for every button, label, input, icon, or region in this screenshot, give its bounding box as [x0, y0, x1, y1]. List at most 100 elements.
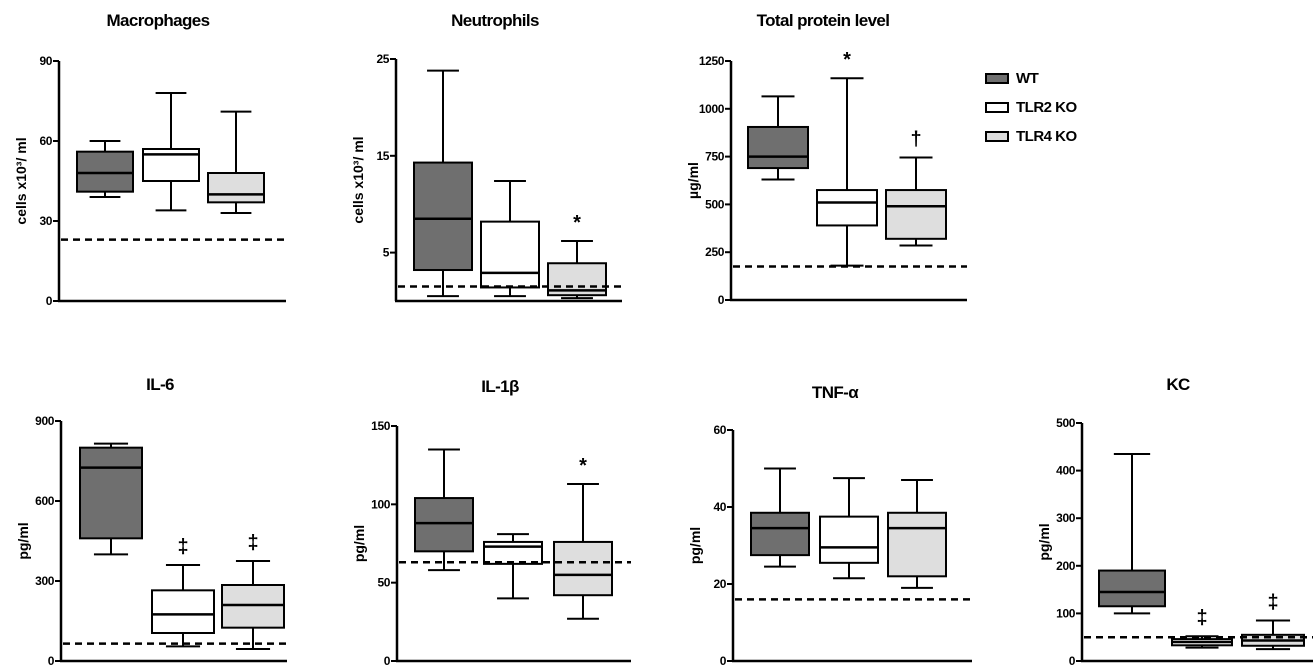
box-wt	[413, 69, 473, 298]
y-axis-label: pg/ml	[687, 527, 703, 564]
box-tlr2-ko: ‡	[1171, 607, 1233, 649]
y-tick-label: 300	[35, 574, 55, 588]
box-tlr2-ko: ‡	[151, 536, 215, 648]
y-tick-label: 1250	[699, 54, 725, 68]
significance-mark: ‡	[177, 536, 188, 558]
y-tick-label: 5	[383, 246, 390, 260]
box-wt	[1098, 452, 1166, 615]
y-tick-label: 60	[713, 423, 726, 437]
box-wt	[747, 95, 809, 181]
significance-mark: ‡	[247, 532, 258, 554]
y-tick-label: 30	[39, 214, 52, 228]
significance-mark: †	[910, 129, 921, 151]
box-tlr4-ko	[207, 110, 265, 214]
y-tick-label: 40	[713, 500, 726, 514]
y-tick-label: 0	[384, 654, 391, 666]
y-axis-label: pg/ml	[1036, 523, 1052, 560]
y-tick-label: 500	[705, 197, 725, 211]
box-iqr	[483, 540, 543, 565]
panel-title: Neutrophils	[451, 11, 539, 30]
box-iqr	[413, 161, 473, 272]
y-tick-label: 200	[1056, 559, 1076, 573]
y-tick-label: 400	[1056, 464, 1076, 478]
y-tick-label: 750	[705, 150, 725, 164]
y-tick-label: 150	[371, 419, 391, 433]
box-iqr	[76, 150, 134, 193]
y-tick-label: 500	[1056, 416, 1076, 430]
panel-neutrophils: Neutrophils cells x10³/ ml 5 15 25 *	[350, 11, 622, 303]
box-tlr4-ko: ‡	[221, 532, 285, 650]
legend-item-tlr4-ko: TLR4 KO	[985, 122, 1077, 151]
y-tick-label: 0	[46, 294, 53, 308]
panel-title: TNF-α	[812, 383, 859, 402]
panel-title: IL-6	[146, 375, 174, 394]
box-iqr	[414, 497, 474, 553]
panel-title: Macrophages	[107, 11, 210, 30]
y-tick-label: 90	[39, 54, 52, 68]
panel-total-protein-level: Total protein level µg/ml 0 250 500 750 1000 12…	[685, 11, 967, 307]
significance-mark: ‡	[1196, 607, 1207, 629]
significance-mark: ‡	[1267, 592, 1278, 614]
legend-label-tlr2-ko: TLR2 KO	[1016, 99, 1077, 116]
panel-title: KC	[1166, 375, 1190, 394]
y-tick-label: 0	[48, 654, 55, 666]
box-iqr	[1098, 569, 1166, 608]
panel-il-6: IL-6 pg/ml 0 300 600 900 ‡ ‡	[15, 375, 287, 666]
box-tlr2-ko	[819, 477, 879, 580]
significance-mark: *	[573, 212, 581, 234]
y-tick-label: 0	[1069, 654, 1076, 666]
panel-kc: KC pg/ml 0 100 200 300 400 500 ‡ ‡	[1036, 375, 1313, 666]
box-tlr2-ko: *	[816, 49, 878, 267]
legend-swatch-tlr2-ko	[985, 102, 1009, 113]
legend-label-wt: WT	[1016, 70, 1039, 87]
panel-title: IL-1β	[481, 377, 519, 396]
legend: WT TLR2 KO TLR4 KO	[985, 64, 1077, 151]
box-wt	[750, 467, 810, 568]
y-tick-label: 0	[718, 293, 725, 307]
y-axis-label: µg/ml	[685, 162, 701, 199]
panel-macrophages: Macrophages cells x10³/ ml 0 30 60 90	[13, 11, 286, 308]
y-axis-label: cells x10³/ ml	[13, 137, 29, 224]
legend-label-tlr4-ko: TLR4 KO	[1016, 128, 1077, 145]
y-tick-label: 15	[376, 149, 389, 163]
box-iqr	[480, 220, 540, 289]
box-iqr	[221, 584, 285, 629]
box-iqr	[151, 589, 215, 634]
box-iqr	[885, 189, 947, 240]
panel-il-1: IL-1β pg/ml 0 50 100 150 *	[351, 377, 631, 666]
significance-mark: *	[843, 49, 851, 71]
legend-item-tlr2-ko: TLR2 KO	[985, 93, 1077, 122]
box-tlr4-ko	[887, 479, 947, 589]
y-tick-label: 100	[1056, 606, 1076, 620]
box-tlr4-ko: *	[547, 212, 607, 300]
y-tick-label: 25	[376, 52, 389, 66]
box-iqr	[207, 172, 265, 204]
y-tick-label: 250	[705, 245, 725, 259]
box-iqr	[553, 540, 613, 597]
panel-title: Total protein level	[757, 11, 890, 30]
y-tick-label: 300	[1056, 511, 1076, 525]
y-tick-label: 50	[377, 576, 390, 590]
y-tick-label: 20	[713, 577, 726, 591]
y-tick-label: 1000	[699, 102, 725, 116]
box-iqr	[819, 515, 879, 564]
box-iqr	[887, 511, 947, 578]
box-tlr2-ko	[483, 533, 543, 600]
box-tlr2-ko	[142, 92, 200, 212]
box-tlr4-ko: *	[553, 455, 613, 620]
y-tick-label: 600	[35, 494, 55, 508]
box-wt	[414, 448, 474, 572]
y-tick-label: 60	[39, 134, 52, 148]
legend-swatch-tlr4-ko	[985, 131, 1009, 142]
box-tlr4-ko: †	[885, 129, 947, 247]
legend-item-wt: WT	[985, 64, 1077, 93]
y-tick-label: 0	[720, 654, 727, 666]
box-iqr	[79, 446, 143, 540]
y-tick-label: 900	[35, 414, 55, 428]
box-wt	[76, 140, 134, 198]
box-iqr	[750, 511, 810, 557]
box-iqr	[816, 189, 878, 227]
y-tick-label: 100	[371, 497, 391, 511]
box-iqr	[747, 125, 809, 170]
